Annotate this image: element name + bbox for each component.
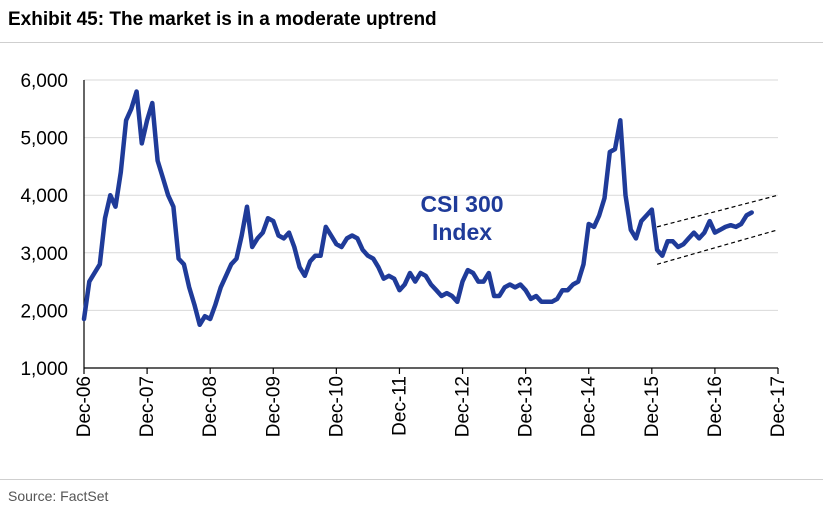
source-divider [0,479,823,480]
x-tick-label: Dec-13 [516,376,537,437]
x-tick-label: Dec-12 [453,376,474,437]
y-tick-label: 6,000 [20,71,68,92]
x-tick-label: Dec-06 [74,376,95,437]
gridlines [84,79,778,311]
x-tick-label: Dec-10 [326,376,347,437]
series-layer [81,89,754,328]
annotation-line-1: CSI 300 [420,191,503,217]
y-tick-label: 3,000 [20,244,68,265]
x-tick-label: Dec-07 [137,376,158,437]
x-tick-label: Dec-16 [705,376,726,437]
source-note: Source: FactSet [8,488,109,504]
y-axis: 1,000 2,000 3,000 4,000 5,000 6,000 [20,71,85,380]
x-tick-label: Dec-15 [642,376,663,437]
annotation-line-2: Index [432,219,492,245]
y-tick-label: 5,000 [20,129,68,150]
chart-title: Exhibit 45: The market is in a moderate … [8,9,437,30]
y-tick-label: 1,000 [20,359,68,380]
y-tick-label: 4,000 [20,186,68,207]
y-tick-label: 2,000 [20,301,68,322]
x-tick-label: Dec-11 [389,376,410,436]
x-axis: Dec-06 Dec-07 Dec-08 Dec-09 Dec-10 Dec-11 Dec-… [74,367,789,438]
x-tick-label: Dec-09 [263,376,284,437]
title-divider [0,42,823,43]
channel-upper-line [656,194,779,228]
x-tick-label: Dec-08 [200,376,221,437]
series-line-csi-300 [81,89,754,328]
x-tick-label: Dec-17 [768,376,789,437]
x-tick-label: Dec-14 [579,376,600,438]
